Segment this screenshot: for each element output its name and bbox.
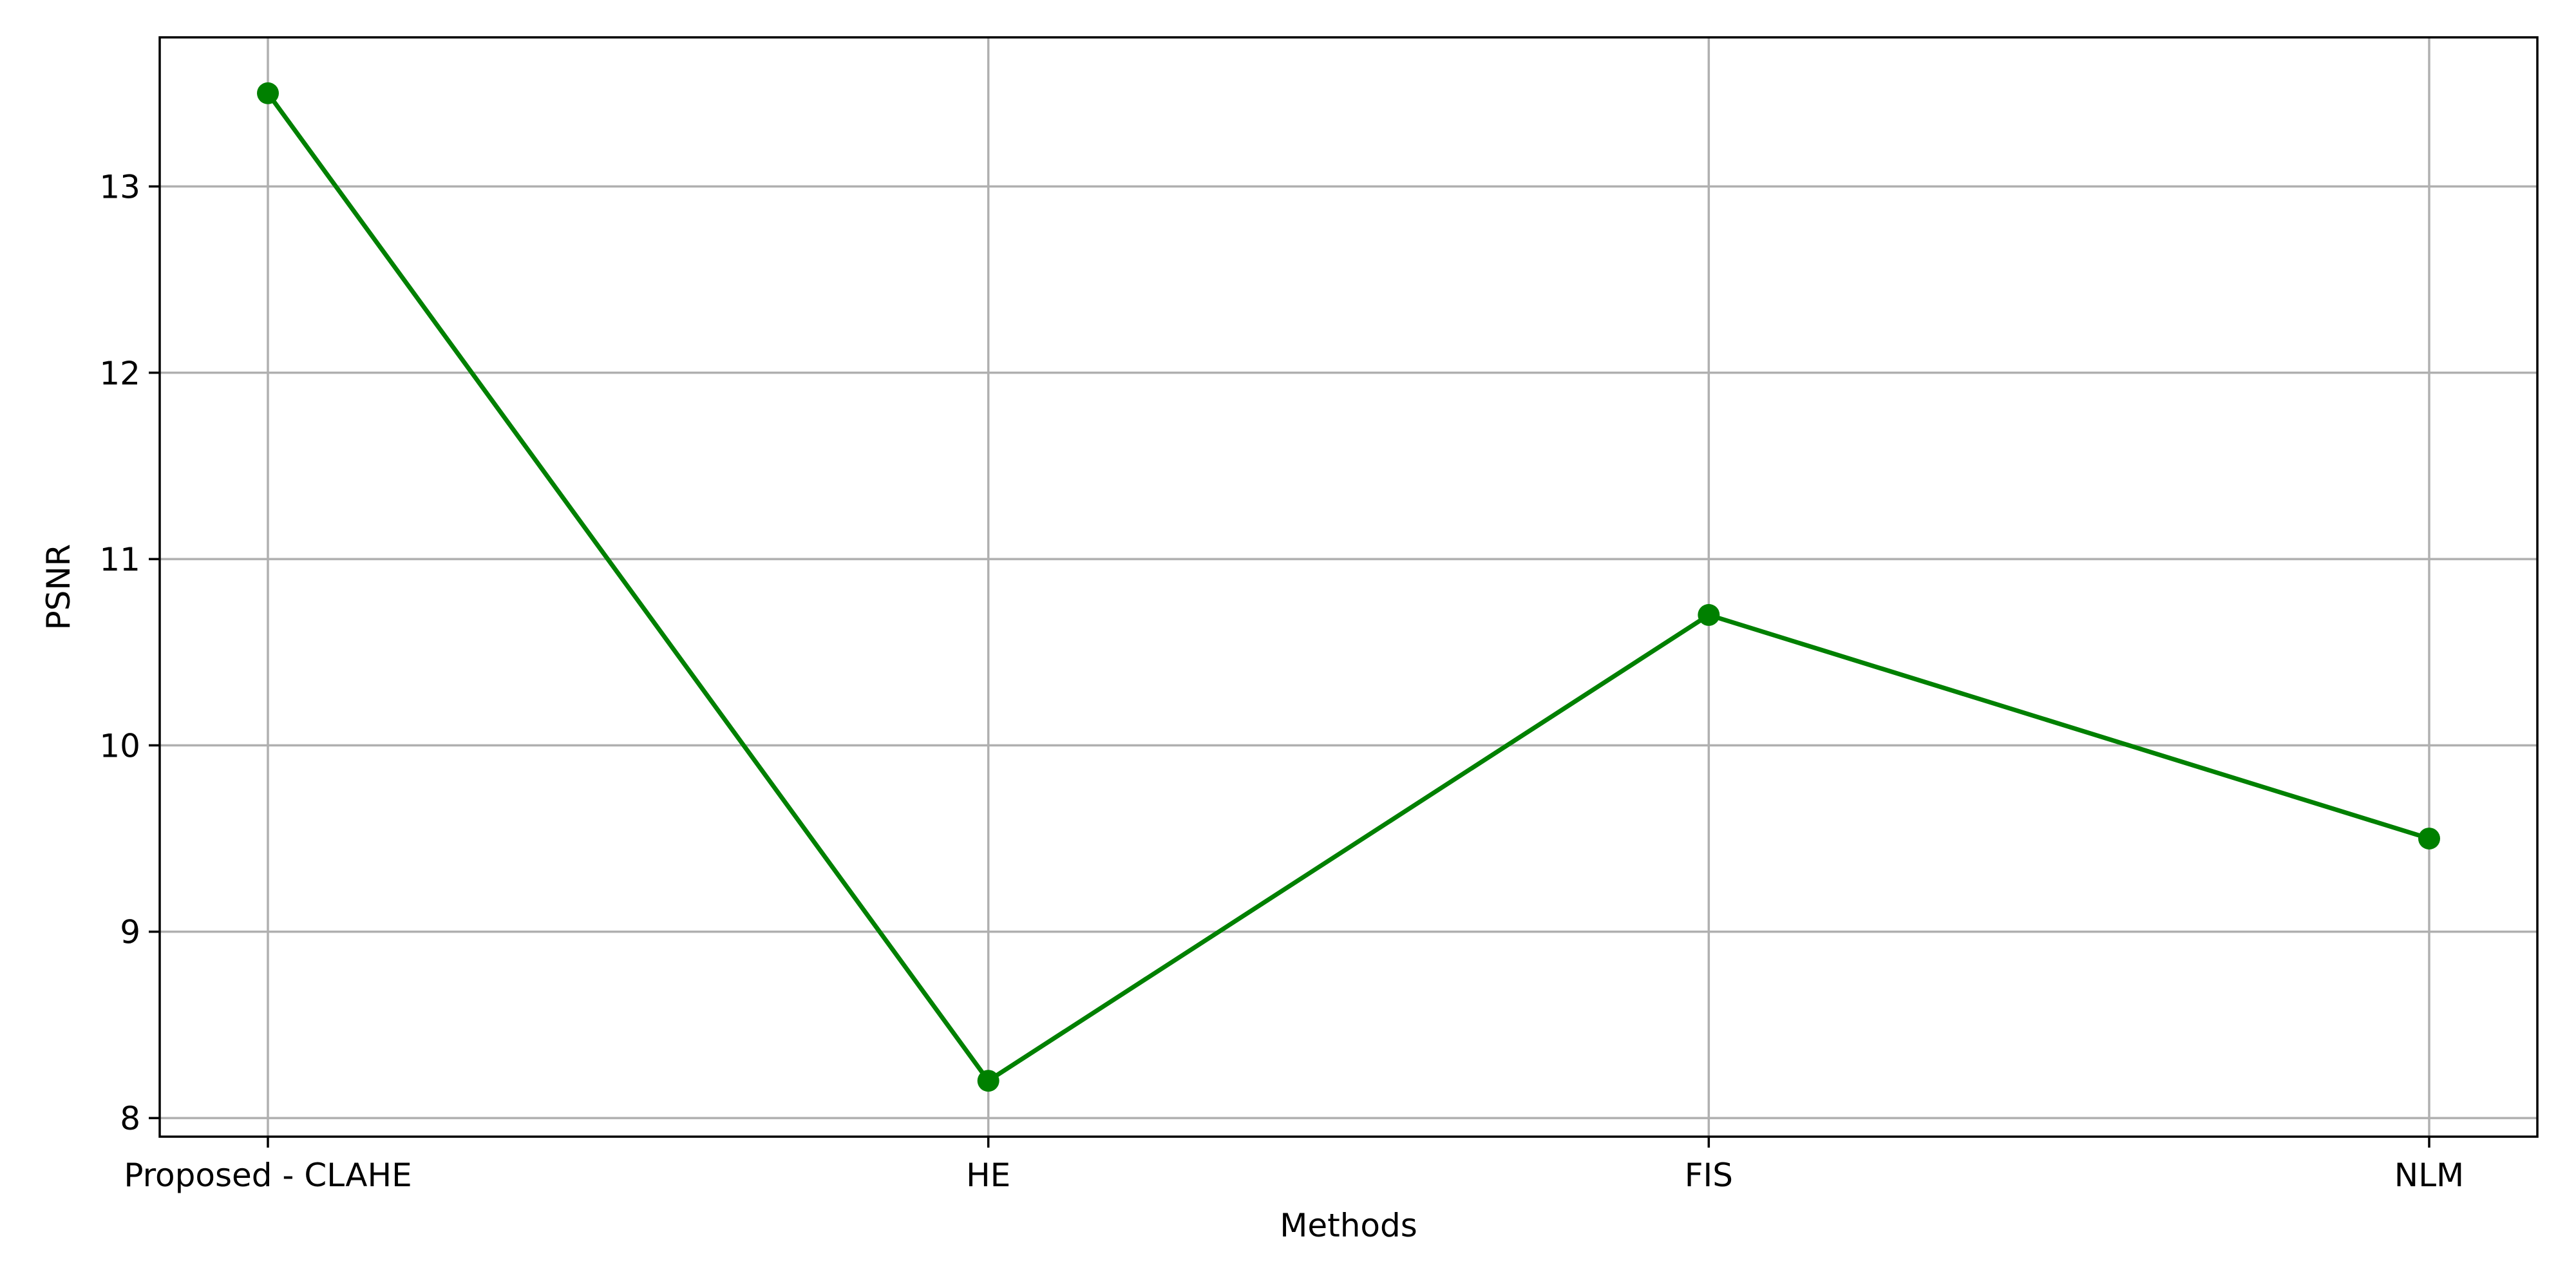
x-tick-label: HE (966, 1157, 1010, 1194)
x-axis-title: Methods (1280, 1207, 1417, 1244)
y-tick-label: 12 (99, 355, 140, 392)
y-tick-label: 9 (120, 914, 140, 951)
grid-lines (160, 37, 2537, 1137)
plot-area-frame (158, 36, 2539, 1138)
y-tick-label: 10 (99, 727, 140, 764)
y-tick-label: 8 (120, 1100, 140, 1137)
y-axis-title: PSNR (40, 544, 77, 630)
data-point (977, 1070, 999, 1092)
data-point (2418, 828, 2440, 850)
y-axis-ticks: 8 9 10 11 12 13 (99, 168, 160, 1137)
data-point (1698, 603, 1720, 626)
x-tick-label: Proposed - CLAHE (124, 1157, 412, 1194)
x-axis-ticks: Proposed - CLAHE HE FIS NLM (124, 1137, 2464, 1194)
series-line (265, 91, 2432, 1083)
x-tick-label: FIS (1685, 1157, 1733, 1194)
series-layer (257, 82, 2440, 1092)
y-tick-label: 13 (99, 168, 140, 205)
data-point (257, 82, 279, 104)
y-tick-label: 11 (99, 541, 140, 578)
x-tick-label: NLM (2394, 1157, 2464, 1194)
